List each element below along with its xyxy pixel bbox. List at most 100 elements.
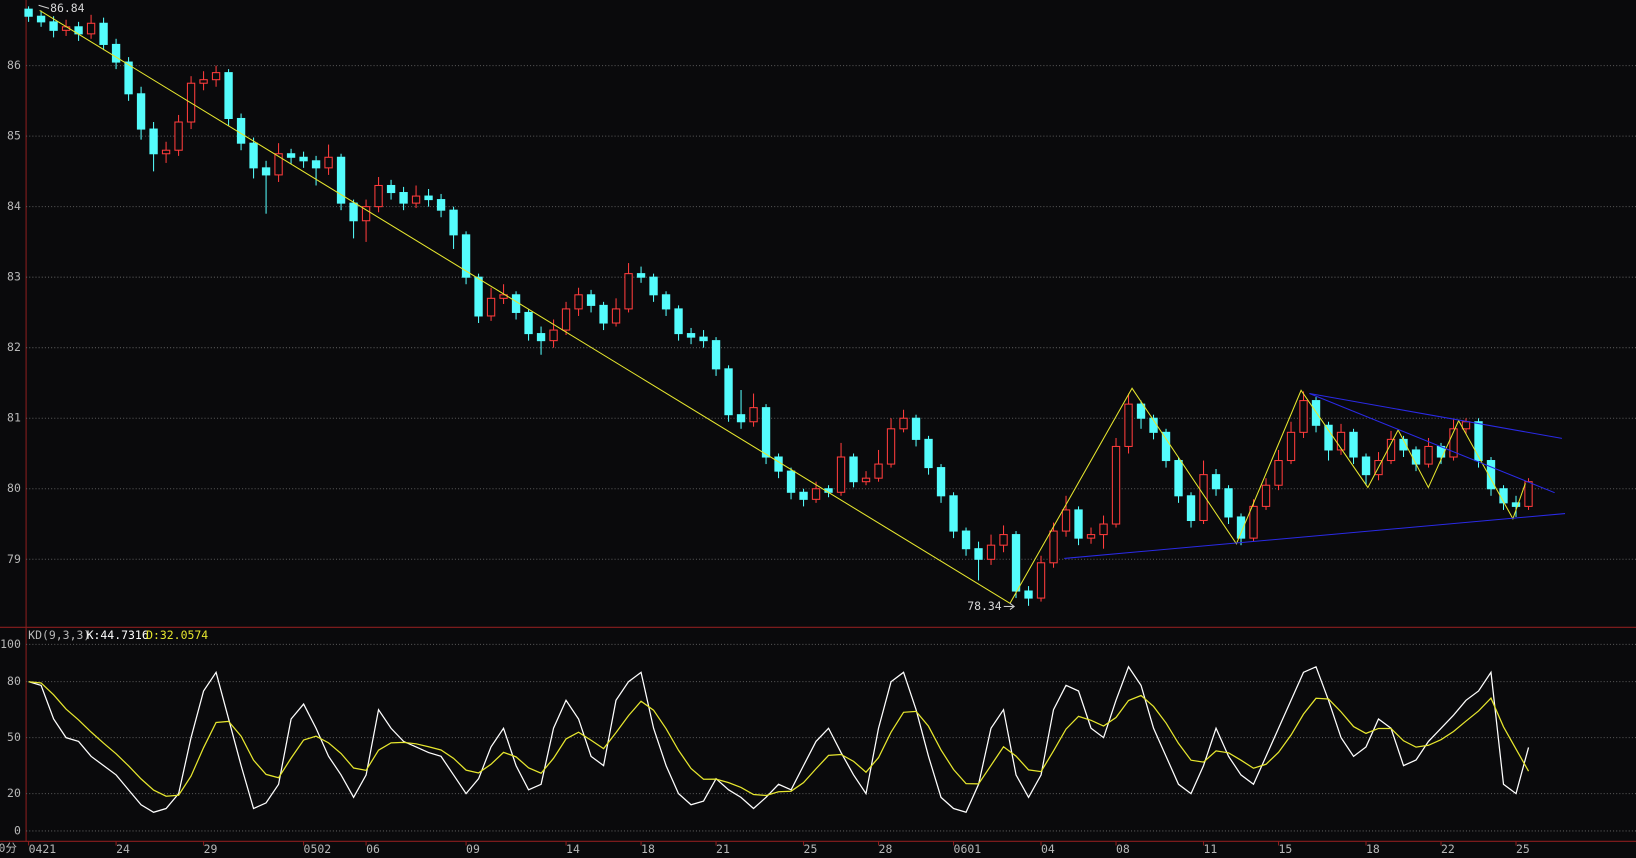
y-tick-label: 100 xyxy=(0,637,21,651)
candle-body xyxy=(86,22,96,35)
kd-line xyxy=(28,681,1530,797)
annotation-pointer xyxy=(1009,602,1016,610)
candle-body xyxy=(574,294,583,310)
x-tick-label: 29 xyxy=(204,842,218,856)
candle-body xyxy=(661,294,671,310)
candle-body xyxy=(899,417,908,430)
candle-body xyxy=(174,121,183,151)
candle-body xyxy=(1524,481,1533,507)
legend-k: K:44.7316 xyxy=(87,628,149,642)
candle-body xyxy=(699,336,708,342)
candle-body xyxy=(1061,509,1071,532)
candle-body xyxy=(1424,445,1433,465)
candle-body xyxy=(1186,495,1196,522)
candle-body xyxy=(1124,403,1133,447)
candle-body xyxy=(1136,403,1146,419)
y-tick-label: 86 xyxy=(7,58,21,72)
candle-body xyxy=(211,72,221,81)
x-tick-label: 18 xyxy=(1366,842,1380,856)
candle-body xyxy=(861,477,871,483)
candle-body xyxy=(136,93,146,130)
annotation-pointer xyxy=(38,4,50,9)
candle-body xyxy=(1511,502,1521,507)
x-tick-label: 0601 xyxy=(954,842,982,856)
candle-body xyxy=(336,156,346,204)
candle-body xyxy=(761,407,771,458)
candle-body xyxy=(561,308,571,331)
candle-body xyxy=(374,184,383,208)
candle-body xyxy=(149,128,158,155)
candle-body xyxy=(1299,400,1308,433)
candle-body xyxy=(1199,474,1208,522)
candle-body xyxy=(811,488,821,500)
candle-body xyxy=(549,329,558,342)
candle-body xyxy=(124,61,133,95)
y-tick-label: 79 xyxy=(7,552,21,566)
y-tick-label: 84 xyxy=(7,199,21,213)
candle-body xyxy=(786,470,796,493)
candle-body xyxy=(436,199,446,211)
trend-zigzag xyxy=(1009,387,1526,604)
candle-body xyxy=(849,456,858,483)
candle-body xyxy=(486,297,496,317)
candle-body xyxy=(449,209,458,236)
candle-body xyxy=(1174,460,1183,497)
candle-body xyxy=(711,340,721,370)
x-tick-label: 22 xyxy=(1441,842,1455,856)
y-tick-label: 85 xyxy=(7,129,21,143)
trend-line xyxy=(1309,392,1563,439)
candle-body xyxy=(961,530,971,550)
candle-body xyxy=(411,195,421,204)
candle-body xyxy=(324,156,333,169)
candle-body xyxy=(749,407,758,423)
candle-body xyxy=(274,153,283,176)
kd-line xyxy=(28,665,1530,814)
x-tick-label: 25 xyxy=(804,842,818,856)
candle-body xyxy=(1449,428,1458,458)
candle-body xyxy=(1324,424,1333,451)
candle-body xyxy=(49,21,58,31)
candle-body xyxy=(686,333,696,338)
candle-body xyxy=(599,304,608,324)
candle-body xyxy=(36,15,46,23)
candle-body xyxy=(974,548,983,560)
candle-body xyxy=(649,276,658,296)
candle-body xyxy=(461,234,471,278)
candle-body xyxy=(1036,562,1046,599)
y-tick-label: 81 xyxy=(7,411,21,425)
legend-d: D:32.0574 xyxy=(146,628,208,642)
candle-body xyxy=(1474,421,1483,462)
x-tick-label: 08 xyxy=(1116,842,1130,856)
x-tick-label: 11 xyxy=(1204,842,1218,856)
candle-body xyxy=(924,438,933,469)
indicator-title: KD(9,3,3) xyxy=(28,628,90,642)
candle-body xyxy=(611,308,621,324)
candle-body xyxy=(261,167,271,176)
candle-body xyxy=(311,160,321,169)
x-tick-label: 14 xyxy=(566,842,580,856)
candle-body xyxy=(249,142,258,169)
candle-body xyxy=(736,414,746,423)
candle-body xyxy=(886,428,896,465)
candle-body xyxy=(1111,445,1121,525)
candle-body xyxy=(799,491,808,500)
candle-body xyxy=(1099,523,1108,536)
candle-body xyxy=(1074,509,1083,539)
trend-line xyxy=(39,9,1011,604)
y-tick-label: 20 xyxy=(7,786,21,800)
candle-body xyxy=(1011,534,1021,592)
candle-body xyxy=(674,308,683,335)
candle-body xyxy=(1224,488,1233,518)
candle-body xyxy=(1411,449,1421,465)
candle-body xyxy=(1361,456,1371,476)
trend-lines xyxy=(39,9,1566,604)
candle-body xyxy=(24,8,33,17)
candle-body xyxy=(936,467,946,497)
candle-body xyxy=(111,43,121,63)
candle-body xyxy=(1486,460,1496,490)
candle-body xyxy=(1211,474,1221,490)
candle-body xyxy=(624,273,633,310)
candle-body xyxy=(1249,505,1258,539)
candle-body xyxy=(1336,431,1346,451)
